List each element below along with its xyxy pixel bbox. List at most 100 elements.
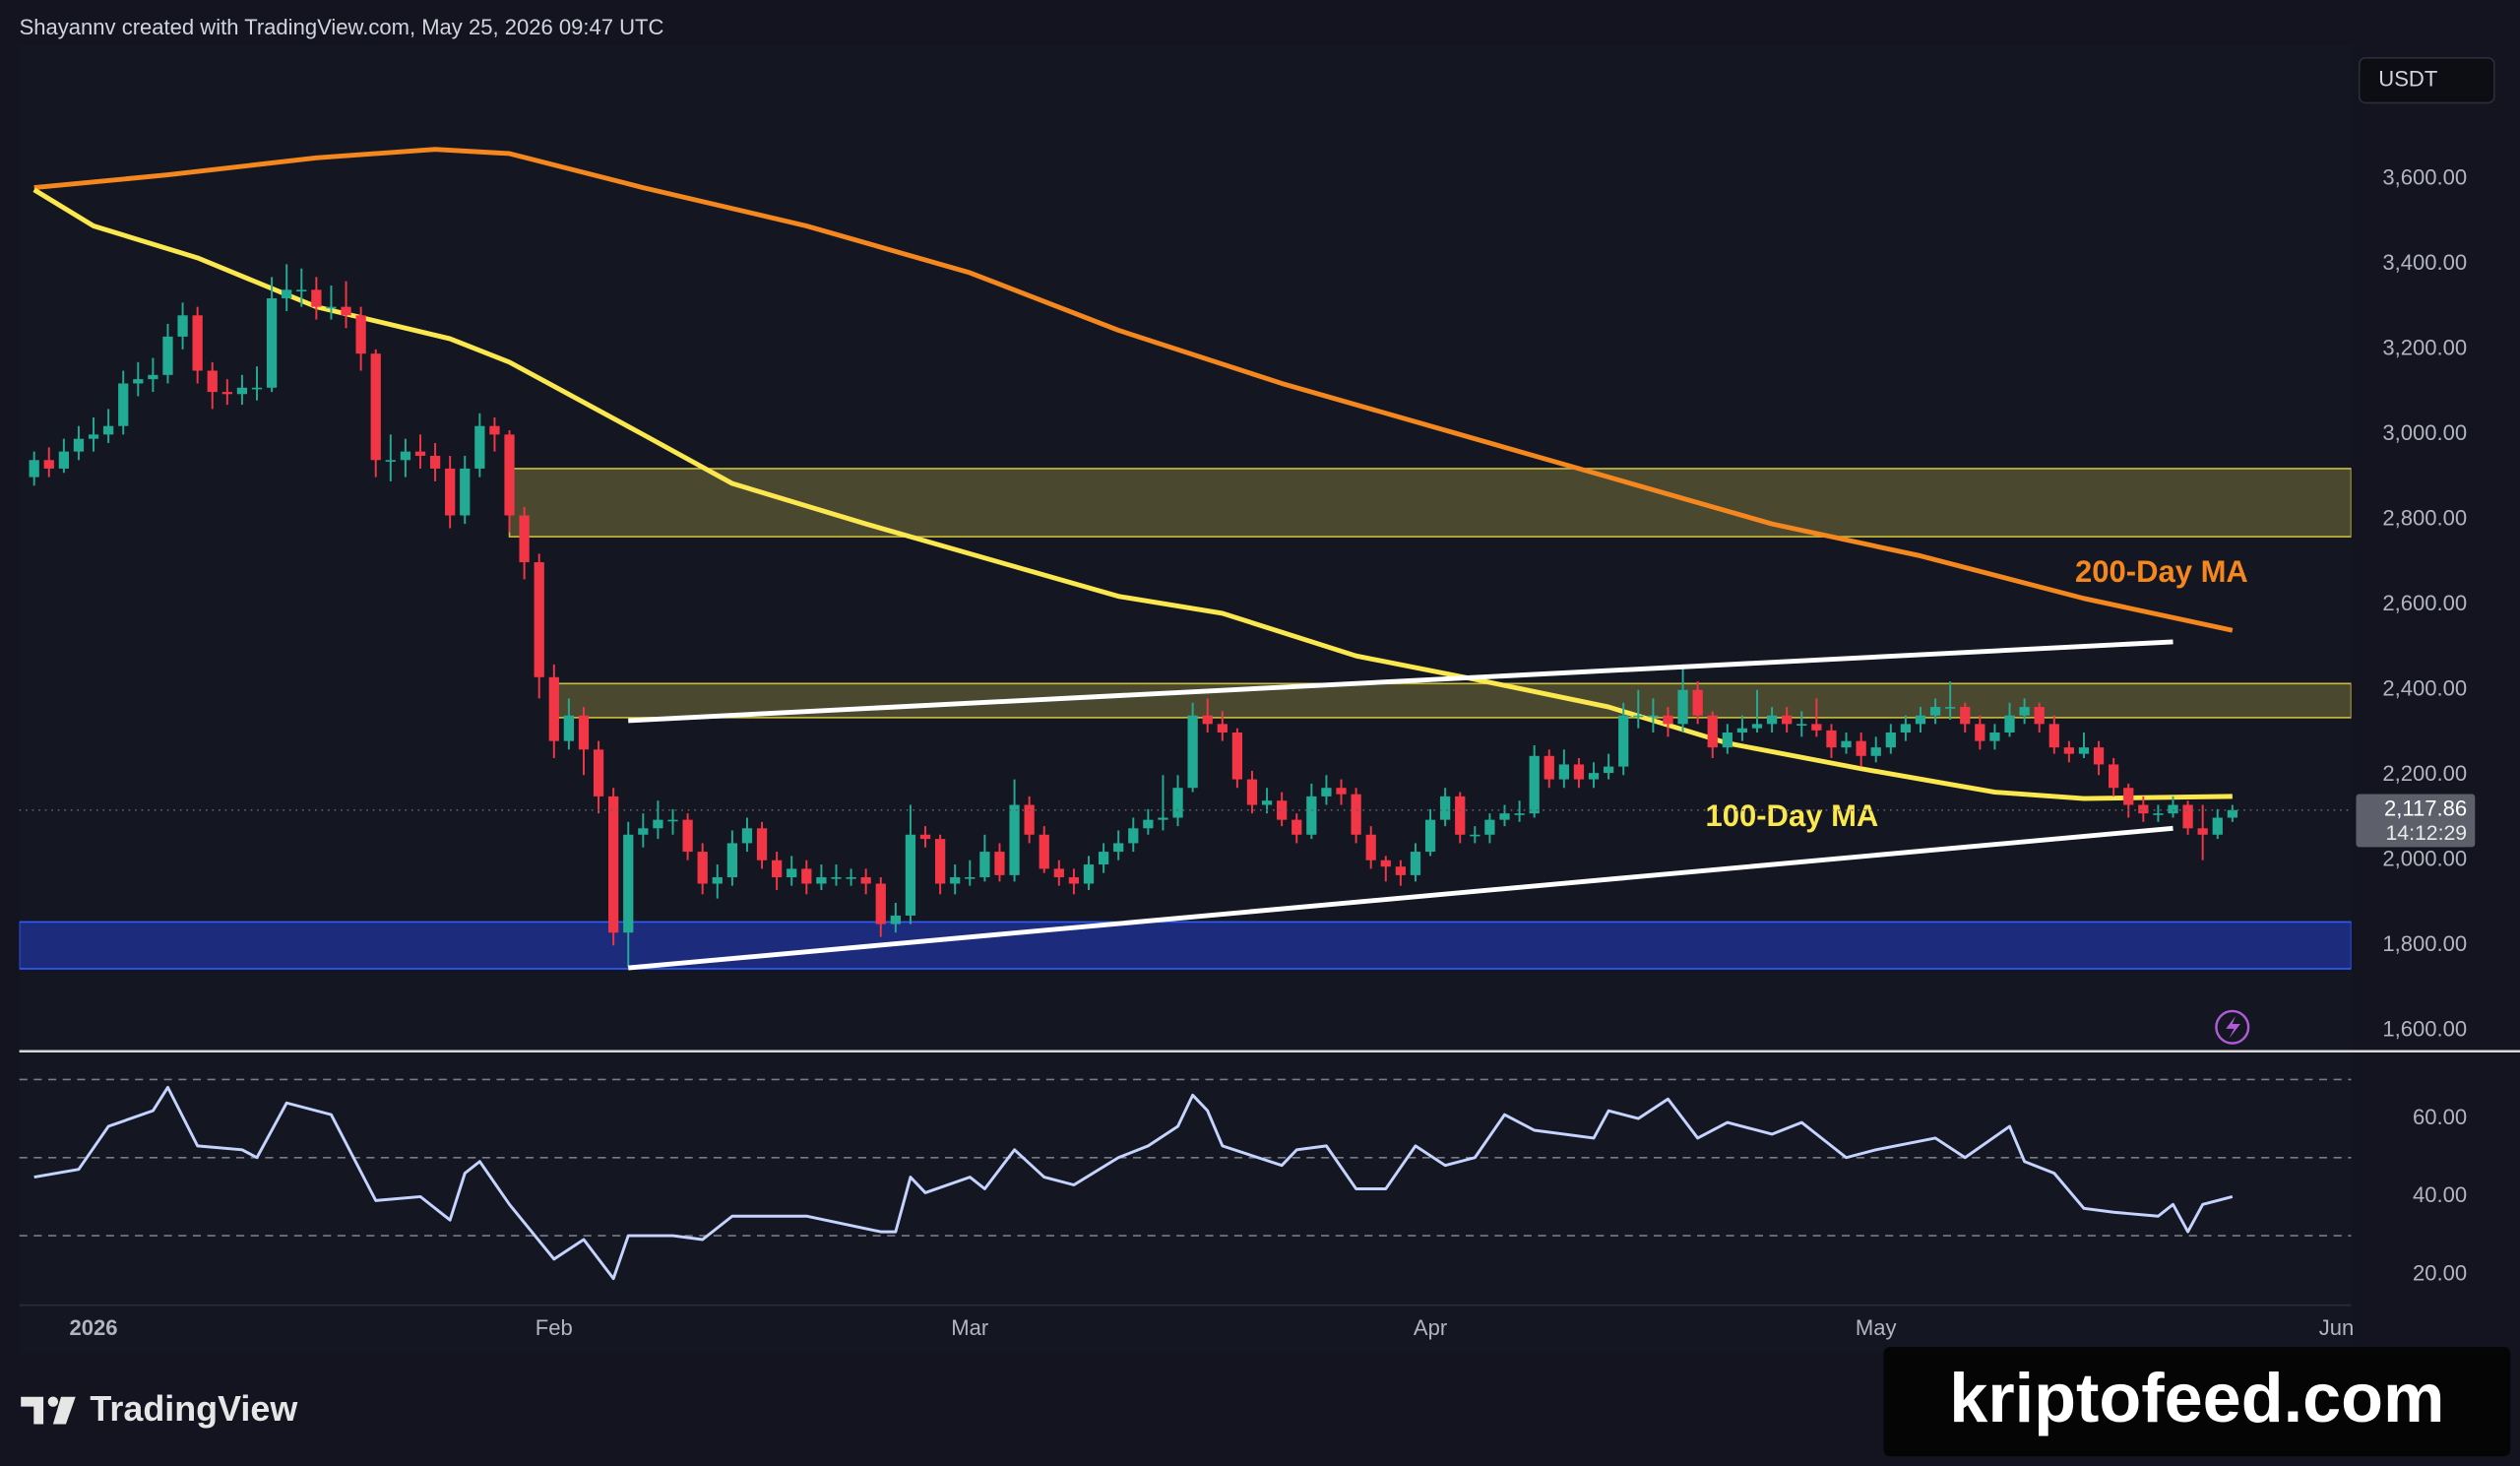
- x-tick-label: 2026: [70, 1315, 118, 1340]
- candle-body: [772, 860, 783, 878]
- alert-icon-bolt: [2226, 1015, 2240, 1039]
- y-tick-label: 2,600.00: [2382, 591, 2467, 615]
- logo-mark: [52, 1396, 76, 1425]
- candle-body: [162, 336, 173, 375]
- y-tick-label: 2,000.00: [2382, 847, 2467, 871]
- candle-body: [623, 834, 634, 933]
- candle-body: [1277, 800, 1288, 820]
- candle-body: [905, 834, 916, 916]
- candle-body: [266, 297, 278, 388]
- candle-body: [1455, 796, 1466, 835]
- candle-body: [326, 306, 337, 309]
- candle-body: [1424, 819, 1436, 853]
- y-tick-label: 3,600.00: [2382, 165, 2467, 190]
- candle-body: [2138, 804, 2149, 814]
- candle-body: [1945, 707, 1956, 709]
- candle-body: [638, 828, 649, 835]
- candle-body: [2153, 813, 2164, 815]
- rsi-line: [33, 1085, 2234, 1281]
- series-label: 100-Day MA: [1705, 798, 1878, 833]
- logo-mark: [21, 1396, 44, 1425]
- candle-body: [816, 877, 827, 884]
- candle-body: [1395, 866, 1407, 875]
- candle-body: [697, 852, 708, 884]
- candle-body: [429, 455, 441, 469]
- candle-body: [133, 379, 144, 384]
- candle-body: [1960, 707, 1971, 725]
- candle-body: [860, 877, 871, 884]
- candle-body: [1588, 773, 1600, 780]
- y-tick-label: 1,800.00: [2382, 931, 2467, 956]
- candle-body: [1231, 733, 1243, 780]
- candle-body: [2093, 747, 2105, 765]
- candle-body: [341, 306, 351, 316]
- countdown: 14:12:29: [2386, 822, 2468, 845]
- candle-body: [1336, 788, 1347, 795]
- candle-body: [177, 315, 188, 337]
- candle-body: [1975, 724, 1985, 741]
- candle-body: [756, 828, 768, 860]
- candle-body: [385, 460, 396, 462]
- series-label: 200-Day MA: [2075, 554, 2248, 589]
- candle-body: [311, 289, 322, 307]
- last-price-label: 2,117.86: [2384, 797, 2467, 821]
- candle-body: [1811, 724, 1822, 731]
- zone: [508, 468, 2352, 538]
- candle-body: [1929, 707, 1941, 716]
- candle-body: [1766, 715, 1778, 725]
- x-tick-label: May: [1856, 1315, 1897, 1340]
- y-tick-label: 40.00: [2413, 1182, 2467, 1207]
- candle-body: [1039, 834, 1049, 869]
- currency-box: [2358, 56, 2495, 104]
- candle-body: [2212, 817, 2223, 835]
- y-tick-label: 3,400.00: [2382, 250, 2467, 275]
- candle-body: [1440, 796, 1451, 820]
- watermark: kriptofeed.com: [1949, 1359, 2444, 1436]
- currency: USDT: [2378, 66, 2437, 91]
- x-tick-label: Mar: [951, 1315, 988, 1340]
- candle-body: [460, 468, 471, 516]
- candle-body: [919, 834, 931, 840]
- candle-body: [1826, 730, 1837, 748]
- candle-body: [667, 819, 678, 822]
- candle-body: [2048, 724, 2059, 748]
- candle-body: [236, 387, 248, 395]
- candle-body: [43, 460, 54, 469]
- candle-body: [1083, 864, 1095, 884]
- candle-body: [1736, 728, 1748, 733]
- candle-body: [1529, 755, 1540, 814]
- candle-body: [712, 877, 723, 884]
- zone: [19, 921, 2352, 970]
- candle-body: [414, 451, 426, 456]
- candle-body: [682, 819, 693, 853]
- candle-body: [2123, 788, 2134, 805]
- candle-body: [2004, 715, 2015, 733]
- candle-body: [2197, 828, 2208, 835]
- candle-body: [1841, 740, 1852, 748]
- candle-body: [2227, 809, 2237, 818]
- candle-body: [787, 868, 797, 878]
- candle-body: [950, 877, 961, 884]
- candle-body: [1128, 828, 1139, 844]
- y-tick-label: 2,400.00: [2382, 676, 2467, 701]
- candle-body: [831, 877, 842, 879]
- candle-body: [534, 562, 544, 677]
- candle-body: [370, 353, 381, 461]
- candle-body: [965, 877, 976, 879]
- watermark-box: [1883, 1347, 2511, 1457]
- candle-body: [1870, 747, 1881, 756]
- candle-body: [1558, 764, 1569, 780]
- candle-body: [875, 883, 886, 924]
- candle-body: [118, 383, 129, 426]
- brand-logo: TradingView: [21, 1388, 297, 1429]
- candle-body: [519, 515, 530, 563]
- candle-body: [1306, 796, 1317, 835]
- candle-body: [2182, 804, 2193, 829]
- candle-body: [1380, 860, 1391, 867]
- candle-body: [1158, 817, 1168, 820]
- y-tick-label: 60.00: [2413, 1105, 2467, 1129]
- candle-body: [2034, 707, 2045, 725]
- candle-body: [489, 425, 500, 435]
- candle-body: [801, 868, 812, 884]
